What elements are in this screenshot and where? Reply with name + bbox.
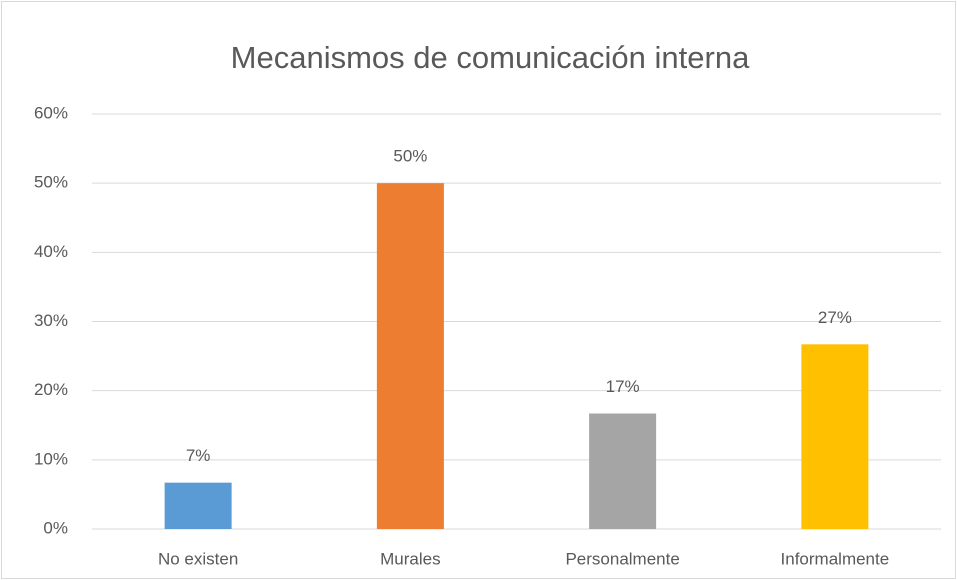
data-label: 50%	[393, 147, 427, 166]
bar	[589, 413, 657, 529]
x-tick-label: Informalmente	[781, 549, 890, 568]
data-label: 7%	[186, 446, 211, 465]
y-tick-label: 10%	[34, 449, 68, 468]
y-tick-label: 20%	[34, 380, 68, 399]
bar	[801, 344, 869, 529]
chart-title: Mecanismos de comunicación interna	[231, 40, 750, 75]
bar	[376, 183, 444, 529]
y-tick-label: 0%	[43, 518, 68, 537]
y-tick-label: 50%	[34, 173, 68, 192]
data-label: 27%	[818, 308, 852, 327]
y-tick-label: 40%	[34, 242, 68, 261]
x-tick-label: Murales	[380, 549, 440, 568]
x-tick-label: Personalmente	[565, 549, 679, 568]
y-tick-label: 30%	[34, 311, 68, 330]
bar	[164, 482, 232, 529]
data-label: 17%	[606, 377, 640, 396]
x-tick-label: No existen	[158, 549, 238, 568]
y-tick-label: 60%	[34, 103, 68, 122]
